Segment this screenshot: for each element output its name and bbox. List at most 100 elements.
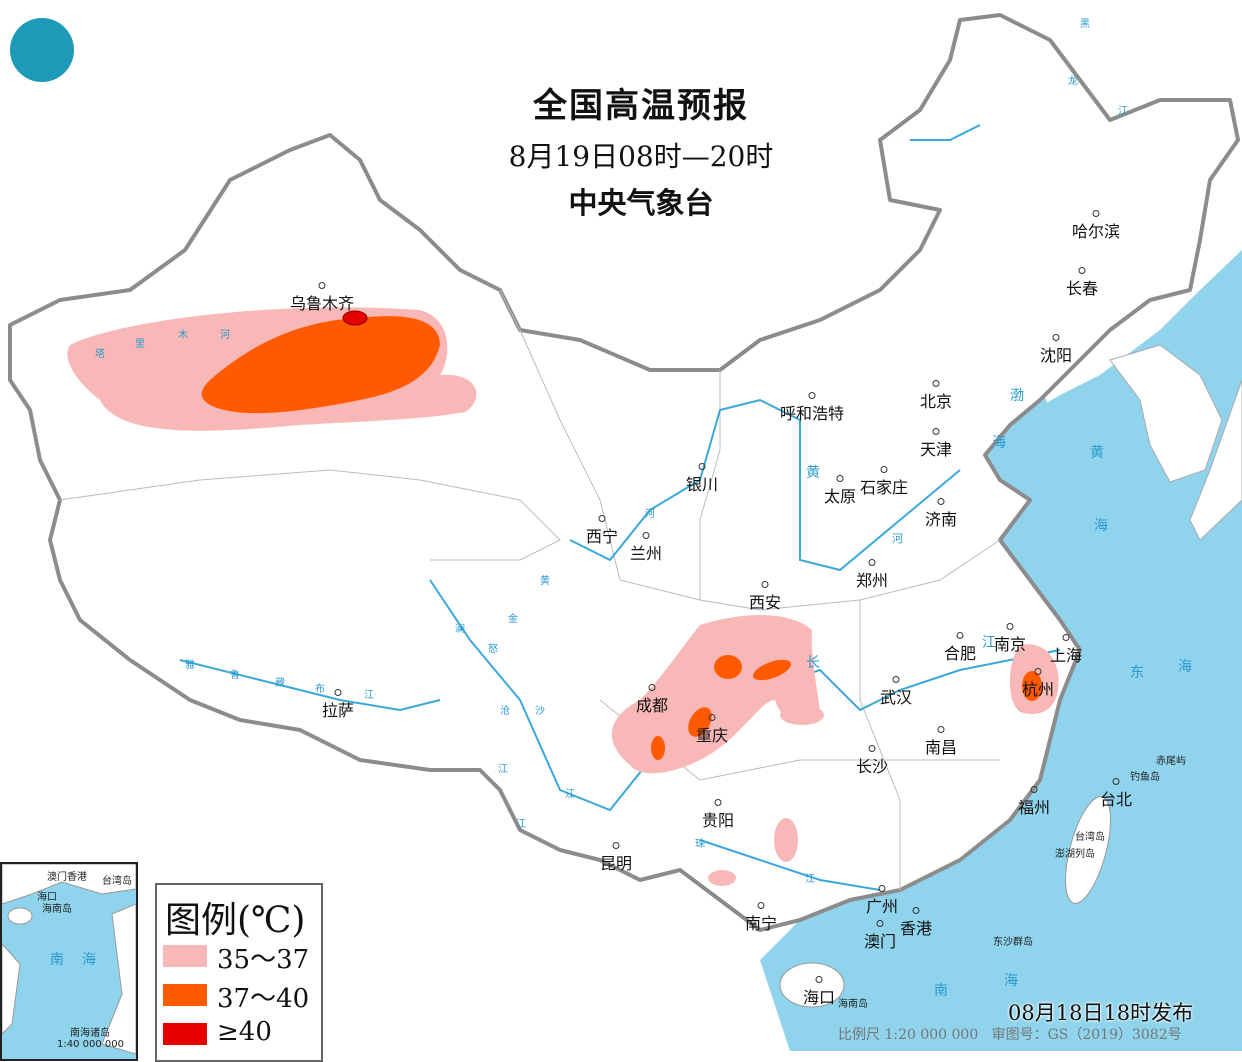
legend-label: 35～37 [217, 945, 310, 975]
legend-swatch [163, 945, 207, 967]
city-label: 西宁 [586, 523, 618, 547]
city-label: 福州 [1018, 794, 1050, 818]
sea-label: 海 [1004, 973, 1018, 989]
legend-label: ≥40 [217, 1017, 272, 1047]
river-label: 黄 [806, 465, 820, 481]
south-china-sea-inset: 澳门 香港 台湾岛 海口 海南岛 南 海 南海诸岛 1:40 000 000 [0, 862, 138, 1061]
songhua-river [910, 124, 981, 141]
heat-35-37-guangxi-1 [774, 818, 798, 862]
island-label: 台湾岛 [1075, 832, 1105, 843]
issue-time: 08月18日18时发布 [1008, 1001, 1194, 1025]
city-label: 澳门 [864, 928, 896, 952]
river-label: 金 [508, 614, 518, 625]
river-label: 澜 [455, 624, 465, 635]
city-label: 成都 [636, 692, 668, 716]
island-label: 东沙群岛 [993, 937, 1033, 948]
city-label: 呼和浩特 [780, 400, 844, 424]
sea-label: 海 [1094, 518, 1108, 534]
inset-label: 香港 [67, 872, 87, 883]
river-label: 雅 [185, 660, 195, 671]
inset-sea-label: 南 [50, 952, 64, 968]
map-scale: 比例尺 1:20 000 000 [838, 1027, 979, 1043]
city-label: 昆明 [600, 850, 632, 874]
city-label: 太原 [824, 483, 856, 507]
heat-35-37-hubei [780, 705, 824, 725]
river-label: 沙 [535, 706, 545, 717]
river-label: 布 [315, 684, 325, 695]
island-label: 海南岛 [838, 999, 868, 1010]
river-label: 怒 [488, 644, 498, 655]
city-label: 台北 [1100, 786, 1132, 810]
sea-label: 海 [992, 435, 1006, 451]
river-label: 鲁 [230, 670, 240, 681]
sea-label: 渤 [1010, 388, 1024, 404]
city-label: 济南 [925, 506, 957, 530]
city-label: 沈阳 [1040, 342, 1072, 366]
legend-title: 图例(℃) [165, 900, 306, 941]
city-label: 兰州 [630, 540, 662, 564]
island-label: 澎湖列岛 [1055, 849, 1095, 860]
heat-35-37-guangxi-2 [708, 870, 736, 886]
city-label: 哈尔滨 [1072, 218, 1120, 242]
island-label: 赤尾屿 [1156, 756, 1186, 767]
river-label: 江 [516, 819, 526, 830]
heat-37-40-southwest [651, 736, 665, 760]
river-label: 河 [645, 509, 655, 520]
heat-areas [67, 307, 1059, 886]
china-outline [8, 13, 1240, 932]
city-label: 上海 [1050, 642, 1082, 666]
inset-label: 海南岛 [42, 904, 72, 915]
river-label: 珠 [695, 839, 705, 850]
river-label: 沧 [500, 706, 510, 717]
river-label: 长 [806, 655, 820, 671]
city-label: 长春 [1066, 275, 1098, 299]
heat-37-40-xinjiang [201, 316, 440, 414]
river-label: 江 [498, 764, 508, 775]
sea-label: 黄 [1090, 445, 1104, 461]
city-label: 贵阳 [702, 807, 734, 831]
city-label: 南京 [994, 631, 1026, 655]
city-label: 长沙 [856, 753, 888, 777]
korea-peninsula [1109, 344, 1223, 483]
sea-area [760, 250, 1242, 1051]
city-label: 郑州 [856, 567, 888, 591]
sea-label: 东 [1130, 665, 1144, 681]
heat-37-40-east-sichuan [753, 659, 791, 681]
inset-islands-label: 南海诸岛 [70, 1028, 110, 1039]
approval-number: 审图号：GS（2019）3082号 [991, 1027, 1182, 1043]
sea-label: 南 [934, 983, 948, 999]
inset-scale: 1:40 000 000 [57, 1039, 124, 1050]
city-label: 香港 [900, 915, 932, 939]
heat-35-37-sichuan [611, 615, 820, 774]
river-label: 江 [805, 874, 815, 885]
river-label: 河 [220, 330, 230, 341]
heat-37-40-chengdu [714, 655, 742, 679]
river-label: 木 [178, 330, 188, 341]
inset-map [2, 864, 136, 1055]
river-label: 河 [892, 532, 903, 545]
japan [1189, 379, 1242, 541]
river-label: 江 [1118, 106, 1128, 117]
city-label: 天津 [920, 436, 952, 460]
sea-label: 海 [1178, 659, 1192, 675]
city-label: 西安 [749, 589, 781, 613]
inset-label: 澳门 [47, 872, 67, 883]
river-label: 藏 [275, 678, 285, 689]
legend: 图例(℃) 35～37 37～40 ≥40 [155, 883, 323, 1062]
island-label: 钓鱼岛 [1130, 772, 1160, 783]
city-label: 拉萨 [322, 697, 354, 721]
river-label: 塔 [95, 349, 105, 360]
river-label: 黄 [540, 576, 550, 587]
city-label: 重庆 [696, 722, 728, 746]
river-label: 龙 [1068, 76, 1078, 87]
city-label: 南昌 [925, 734, 957, 758]
issuer: 中央气象台 [568, 186, 714, 220]
river-label: 黑 [1080, 19, 1090, 30]
city-label: 银川 [686, 471, 718, 495]
city-label: 南宁 [745, 910, 777, 934]
legend-label: 37～40 [217, 984, 310, 1014]
inset-label: 海口 [37, 892, 57, 903]
yellow-river [569, 398, 961, 572]
map-scale-approval: 比例尺 1:20 000 000 审图号：GS（2019）3082号 [838, 1024, 1182, 1044]
river-label: 里 [135, 339, 145, 350]
